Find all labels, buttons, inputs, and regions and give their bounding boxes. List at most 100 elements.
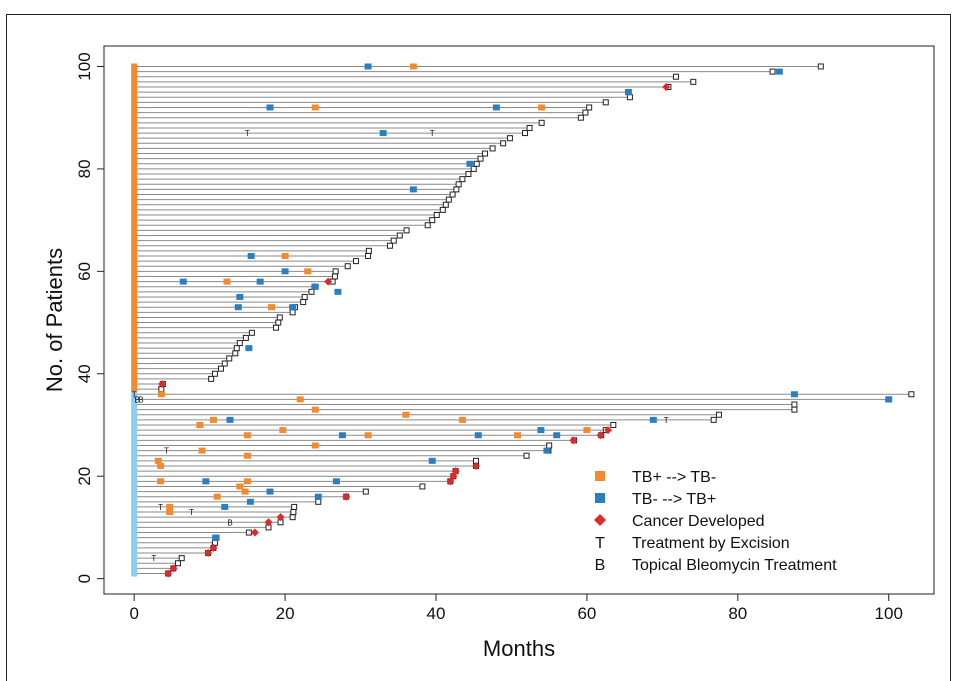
excision-marker: T bbox=[132, 390, 137, 399]
tb-pos-to-neg-marker bbox=[223, 278, 231, 285]
tb-neg-to-pos-marker bbox=[790, 391, 798, 398]
tb-neg-to-pos-marker bbox=[474, 432, 482, 439]
follow-up-end-marker bbox=[453, 186, 460, 193]
tb-neg-to-pos-marker bbox=[885, 396, 893, 403]
tb-pos-to-neg-marker bbox=[513, 432, 521, 439]
y-tick-label: 80 bbox=[75, 159, 94, 178]
tb-pos-to-neg-marker bbox=[281, 252, 289, 259]
follow-up-end-marker bbox=[344, 263, 351, 270]
group-bar bbox=[131, 391, 138, 577]
follow-up-end-marker bbox=[482, 150, 489, 157]
follow-up-end-marker bbox=[710, 416, 717, 423]
legend: TB+ --> TB- TB- --> TB+ Cancer Developed T T… bbox=[594, 469, 837, 574]
legend-letter: T bbox=[595, 535, 605, 552]
legend-swatch bbox=[595, 471, 605, 481]
excision-marker: T bbox=[430, 129, 435, 138]
follow-up-end-marker bbox=[289, 514, 296, 521]
follow-up-end-marker bbox=[470, 165, 477, 172]
excision-marker: T bbox=[664, 416, 669, 425]
follow-up-end-marker bbox=[500, 140, 507, 147]
tb-neg-to-pos-marker bbox=[311, 283, 319, 290]
cancer-marker bbox=[250, 528, 259, 537]
tb-neg-to-pos-marker bbox=[379, 130, 387, 137]
follow-up-end-marker bbox=[526, 124, 533, 131]
follow-up-end-marker bbox=[331, 273, 338, 280]
follow-up-end-marker bbox=[217, 365, 224, 372]
follow-up-end-marker bbox=[174, 560, 181, 567]
x-tick-label: 80 bbox=[728, 604, 747, 623]
follow-up-end-marker bbox=[276, 314, 283, 321]
cancer-marker bbox=[264, 518, 273, 527]
follow-up-end-marker bbox=[300, 299, 307, 306]
legend-swatch bbox=[594, 514, 606, 526]
tb-neg-to-pos-marker bbox=[537, 427, 545, 434]
y-tick-label: 60 bbox=[75, 262, 94, 281]
follow-up-end-marker bbox=[538, 119, 545, 126]
bleomycin-marker: B bbox=[135, 395, 140, 404]
tb-neg-to-pos-marker bbox=[289, 304, 297, 311]
tb-neg-to-pos-marker bbox=[428, 457, 436, 464]
follow-up-end-marker bbox=[315, 498, 322, 505]
cancer-marker bbox=[471, 461, 480, 470]
follow-up-end-marker bbox=[291, 503, 298, 510]
x-tick-label: 20 bbox=[276, 604, 295, 623]
follow-up-end-marker bbox=[465, 171, 472, 178]
follow-up-end-marker bbox=[577, 114, 584, 121]
excision-marker: T bbox=[189, 508, 194, 517]
follow-up-end-marker bbox=[353, 258, 360, 265]
cancer-marker bbox=[449, 472, 458, 481]
follow-up-end-marker bbox=[396, 232, 403, 239]
tb-neg-to-pos-marker bbox=[226, 416, 234, 423]
legend-label: Treatment by Excision bbox=[632, 535, 790, 552]
tb-pos-to-neg-marker bbox=[213, 493, 221, 500]
follow-up-end-marker bbox=[459, 176, 466, 183]
follow-up-end-marker bbox=[791, 401, 798, 408]
follow-up-end-marker bbox=[506, 135, 513, 142]
follow-up-end-marker bbox=[817, 63, 824, 70]
legend-swatch bbox=[595, 493, 605, 503]
follow-up-end-marker bbox=[365, 252, 372, 259]
legend-letter: B bbox=[595, 557, 606, 574]
tb-neg-to-pos-marker bbox=[649, 416, 657, 423]
follow-up-end-marker bbox=[289, 309, 296, 316]
follow-up-end-marker bbox=[523, 452, 530, 459]
tb-pos-to-neg-marker bbox=[296, 396, 304, 403]
tb-pos-to-neg-marker bbox=[209, 416, 217, 423]
tb-neg-to-pos-marker bbox=[543, 447, 551, 454]
tb-pos-to-neg-marker bbox=[236, 483, 244, 490]
y-tick-label: 20 bbox=[75, 467, 94, 486]
follow-up-end-marker bbox=[221, 360, 228, 367]
follow-up-end-marker bbox=[473, 160, 480, 167]
follow-up-end-marker bbox=[208, 375, 215, 382]
cancer-marker bbox=[604, 426, 613, 435]
follow-up-end-marker bbox=[442, 201, 449, 208]
tb-pos-to-neg-marker bbox=[583, 427, 591, 434]
cancer-marker bbox=[569, 436, 578, 445]
follow-up-end-marker bbox=[439, 206, 446, 213]
follow-up-end-marker bbox=[672, 73, 679, 80]
legend-label: Topical Bleomycin Treatment bbox=[632, 557, 837, 574]
tb-neg-to-pos-marker bbox=[775, 68, 783, 75]
tb-neg-to-pos-marker bbox=[553, 432, 561, 439]
x-tick-label: 100 bbox=[875, 604, 903, 623]
follow-up-end-marker bbox=[248, 329, 255, 336]
tb-neg-to-pos-marker bbox=[246, 498, 254, 505]
tb-pos-to-neg-marker bbox=[409, 63, 417, 70]
tb-neg-to-pos-marker bbox=[266, 104, 274, 111]
follow-up-end-marker bbox=[433, 212, 440, 219]
tb-neg-to-pos-marker bbox=[221, 503, 229, 510]
follow-up-end-marker bbox=[158, 386, 165, 393]
tb-neg-to-pos-marker bbox=[236, 293, 244, 300]
tb-neg-to-pos-marker bbox=[256, 278, 264, 285]
follow-up-end-marker bbox=[308, 288, 315, 295]
tb-pos-to-neg-marker bbox=[402, 411, 410, 418]
cancer-marker bbox=[164, 569, 173, 578]
tb-pos-to-neg-marker bbox=[268, 304, 276, 311]
tb-neg-to-pos-marker bbox=[492, 104, 500, 111]
cancer-marker bbox=[662, 82, 671, 91]
cancer-marker bbox=[158, 380, 167, 389]
tb-neg-to-pos-marker bbox=[624, 89, 632, 96]
follow-up-end-marker bbox=[178, 555, 185, 562]
